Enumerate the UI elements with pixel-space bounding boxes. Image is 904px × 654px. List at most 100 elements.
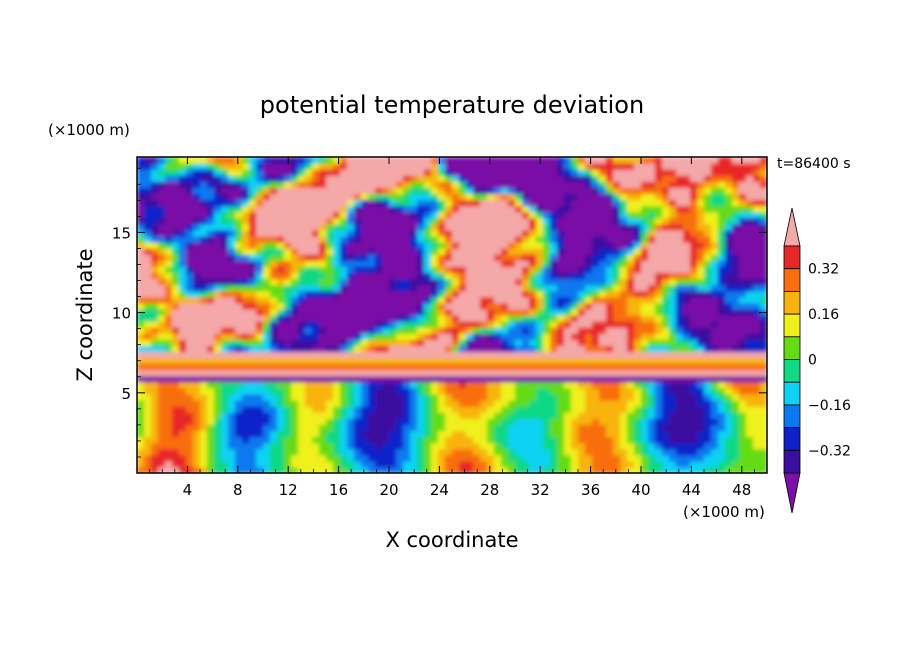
- field-cell: [564, 254, 572, 261]
- field-cell: [508, 163, 516, 170]
- field-cell: [676, 302, 684, 310]
- field-cell: [459, 412, 467, 419]
- field-cell: [396, 460, 404, 468]
- field-cell: [326, 436, 334, 444]
- field-cell: [697, 339, 705, 346]
- colorbar-label: 0: [808, 353, 817, 369]
- field-cell: [137, 321, 145, 328]
- field-cell: [501, 442, 509, 450]
- field-cell: [746, 448, 754, 456]
- field-cell: [375, 339, 383, 346]
- field-cell: [557, 387, 565, 395]
- field-cell: [473, 278, 481, 286]
- field-cell: [326, 339, 334, 346]
- field-cell: [438, 315, 446, 322]
- field-cell: [473, 363, 481, 371]
- field-cell: [165, 333, 173, 340]
- field-cell: [396, 248, 404, 255]
- field-cell: [718, 448, 726, 456]
- field-cell: [459, 400, 467, 407]
- field-cell: [179, 248, 187, 255]
- field-cell: [221, 406, 229, 413]
- field-cell: [634, 211, 642, 219]
- field-cell: [564, 236, 572, 243]
- field-cell: [704, 327, 712, 334]
- field-cell: [305, 339, 313, 346]
- field-cell: [634, 302, 642, 310]
- field-cell: [585, 363, 593, 371]
- field-cell: [578, 357, 586, 365]
- field-cell: [550, 199, 558, 207]
- field-cell: [256, 339, 264, 346]
- field-cell: [340, 418, 348, 425]
- field-cell: [242, 412, 250, 419]
- field-cell: [319, 242, 327, 249]
- field-cell: [298, 315, 306, 322]
- field-cell: [193, 400, 201, 407]
- field-cell: [158, 363, 166, 371]
- field-cell: [585, 448, 593, 456]
- field-cell: [550, 394, 558, 401]
- field-cell: [186, 436, 194, 444]
- field-cell: [151, 205, 159, 213]
- field-cell: [249, 266, 257, 274]
- field-cell: [333, 242, 341, 249]
- field-cell: [263, 363, 271, 371]
- field-cell: [375, 260, 383, 267]
- field-cell: [368, 248, 376, 255]
- field-cell: [508, 369, 516, 377]
- field-cell: [578, 163, 586, 170]
- field-cell: [361, 400, 369, 407]
- field-cell: [620, 284, 628, 292]
- field-cell: [424, 394, 432, 401]
- field-cell: [669, 315, 677, 322]
- field-cell: [445, 351, 453, 359]
- field-cell: [354, 181, 362, 188]
- field-cell: [214, 315, 222, 322]
- field-cell: [382, 229, 390, 237]
- field-cell: [158, 248, 166, 255]
- field-cell: [158, 266, 166, 274]
- field-cell: [249, 308, 257, 316]
- field-cell: [137, 418, 145, 425]
- field-cell: [291, 205, 299, 213]
- field-cell: [417, 339, 425, 346]
- field-cell: [396, 400, 404, 407]
- field-cell: [746, 284, 754, 292]
- field-cell: [711, 175, 719, 182]
- field-cell: [585, 308, 593, 316]
- field-cell: [242, 424, 250, 432]
- y-tick-label: 10: [112, 305, 131, 323]
- field-cell: [284, 199, 292, 207]
- field-cell: [228, 163, 236, 170]
- field-cell: [753, 181, 761, 188]
- field-cell: [711, 266, 719, 274]
- field-cell: [298, 357, 306, 365]
- field-cell: [585, 242, 593, 249]
- field-cell: [263, 278, 271, 286]
- field-cell: [200, 400, 208, 407]
- field-cell: [347, 205, 355, 213]
- field-cell: [284, 363, 292, 371]
- field-cell: [627, 363, 635, 371]
- field-cell: [753, 260, 761, 267]
- field-cell: [312, 442, 320, 450]
- field-cell: [662, 260, 670, 267]
- field-cell: [599, 400, 607, 407]
- field-cell: [585, 290, 593, 298]
- field-cell: [417, 327, 425, 334]
- field-cell: [711, 345, 719, 353]
- field-cell: [256, 296, 264, 304]
- field-cell: [459, 430, 467, 438]
- field-cell: [158, 387, 166, 395]
- field-cell: [592, 181, 600, 188]
- field-cell: [417, 199, 425, 207]
- field-cell: [382, 448, 390, 456]
- field-cell: [431, 157, 439, 164]
- field-cell: [676, 448, 684, 456]
- field-cell: [634, 333, 642, 340]
- field-cell: [487, 169, 495, 176]
- field-cell: [669, 466, 677, 473]
- field-cell: [725, 157, 733, 164]
- field-cell: [739, 278, 747, 286]
